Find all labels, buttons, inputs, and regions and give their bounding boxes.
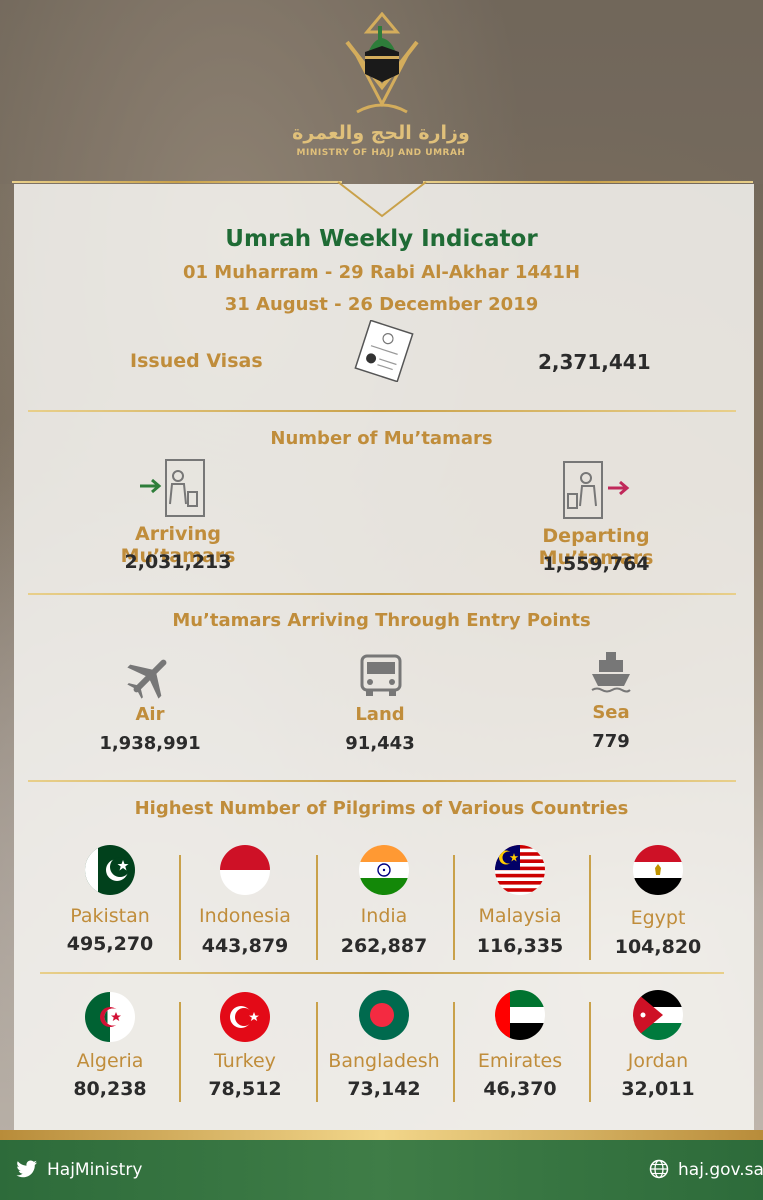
country-value: 32,011 (621, 1078, 695, 1100)
arriving-value: 2,031,213 (124, 551, 232, 573)
issued-visas-value: 2,371,441 (538, 350, 651, 374)
column-separator (316, 1002, 318, 1102)
country-name: Jordan (627, 1050, 689, 1072)
issued-visas-label: Issued Visas (130, 350, 263, 372)
column-separator (316, 855, 318, 960)
country-value: 46,370 (483, 1078, 557, 1100)
divider-4 (40, 972, 724, 974)
website-link[interactable]: haj.gov.sa (678, 1160, 763, 1180)
ship-icon (591, 652, 631, 693)
country-name: Algeria (76, 1050, 144, 1072)
flag-emirates (495, 990, 545, 1040)
country-name: India (360, 905, 408, 927)
country-name: Indonesia (199, 905, 291, 927)
entry-air-value: 1,938,991 (99, 733, 201, 754)
divider-2 (28, 593, 736, 595)
twitter-handle[interactable]: HajMinistry (47, 1160, 143, 1180)
globe-icon (649, 1159, 669, 1179)
country-name: Egypt (630, 907, 686, 929)
column-separator (589, 1002, 591, 1102)
chevron-divider (337, 181, 427, 218)
report-title: Umrah Weekly Indicator (225, 226, 538, 252)
divider-top-right (423, 181, 753, 183)
twitter-icon[interactable] (16, 1160, 38, 1178)
entry-land-label: Land (355, 704, 405, 725)
country-value: 443,879 (201, 935, 289, 957)
departing-label: Departing Mu’tamars (538, 525, 654, 569)
country-value: 116,335 (476, 935, 564, 957)
mutamars-heading: Number of Mu’tamars (270, 428, 493, 449)
flag-pakistan (85, 845, 135, 895)
arriving-icon (140, 459, 205, 517)
entry-points-heading: Mu’tamars Arriving Through Entry Points (172, 610, 591, 631)
entry-air-label: Air (135, 704, 165, 725)
country-value: 495,270 (66, 933, 154, 955)
country-name: Turkey (214, 1050, 276, 1072)
entry-land-value: 91,443 (345, 733, 415, 754)
column-separator (179, 1002, 181, 1102)
entry-sea-value: 779 (592, 731, 630, 752)
flag-algeria (85, 992, 135, 1042)
divider-1 (28, 410, 736, 412)
country-name: Bangladesh (328, 1050, 440, 1072)
arriving-label: Arriving Mu’tamars (120, 523, 236, 567)
logo-english-text: MINISTRY OF HAJJ AND UMRAH (296, 148, 466, 158)
footer-gold-band (0, 1130, 763, 1140)
flag-india (359, 845, 409, 895)
column-separator (179, 855, 181, 960)
hijri-date-range: 01 Muharram - 29 Rabi Al-Akhar 1441H (182, 262, 581, 283)
divider-3 (28, 780, 736, 782)
divider-top-left (12, 181, 342, 183)
passport-icon (354, 320, 414, 382)
flag-jordan (633, 990, 683, 1040)
logo-arabic-text: وزارة الحج والعمرة (292, 122, 470, 144)
bus-icon (360, 654, 402, 696)
country-value: 262,887 (340, 935, 428, 957)
flag-egypt (633, 845, 683, 895)
country-value: 73,142 (347, 1078, 421, 1100)
country-name: Malaysia (478, 905, 562, 927)
flag-indonesia (220, 845, 270, 895)
entry-sea-label: Sea (592, 702, 630, 723)
gregorian-date-range: 31 August - 26 December 2019 (224, 294, 539, 315)
departing-icon (563, 461, 630, 519)
country-value: 104,820 (614, 936, 702, 958)
country-name: Pakistan (70, 905, 150, 927)
column-separator (589, 855, 591, 960)
country-name: Emirates (477, 1050, 563, 1072)
country-value: 80,238 (73, 1078, 147, 1100)
flag-bangladesh (359, 990, 409, 1040)
flag-malaysia (495, 845, 545, 895)
flag-turkey (220, 992, 270, 1042)
country-value: 78,512 (208, 1078, 282, 1100)
countries-heading: Highest Number of Pilgrims of Various Co… (134, 798, 629, 819)
airplane-icon (127, 659, 167, 699)
column-separator (453, 855, 455, 960)
column-separator (453, 1002, 455, 1102)
departing-value: 1,559,764 (542, 553, 650, 575)
ministry-logo (345, 12, 419, 114)
footer-bar (0, 1140, 763, 1200)
